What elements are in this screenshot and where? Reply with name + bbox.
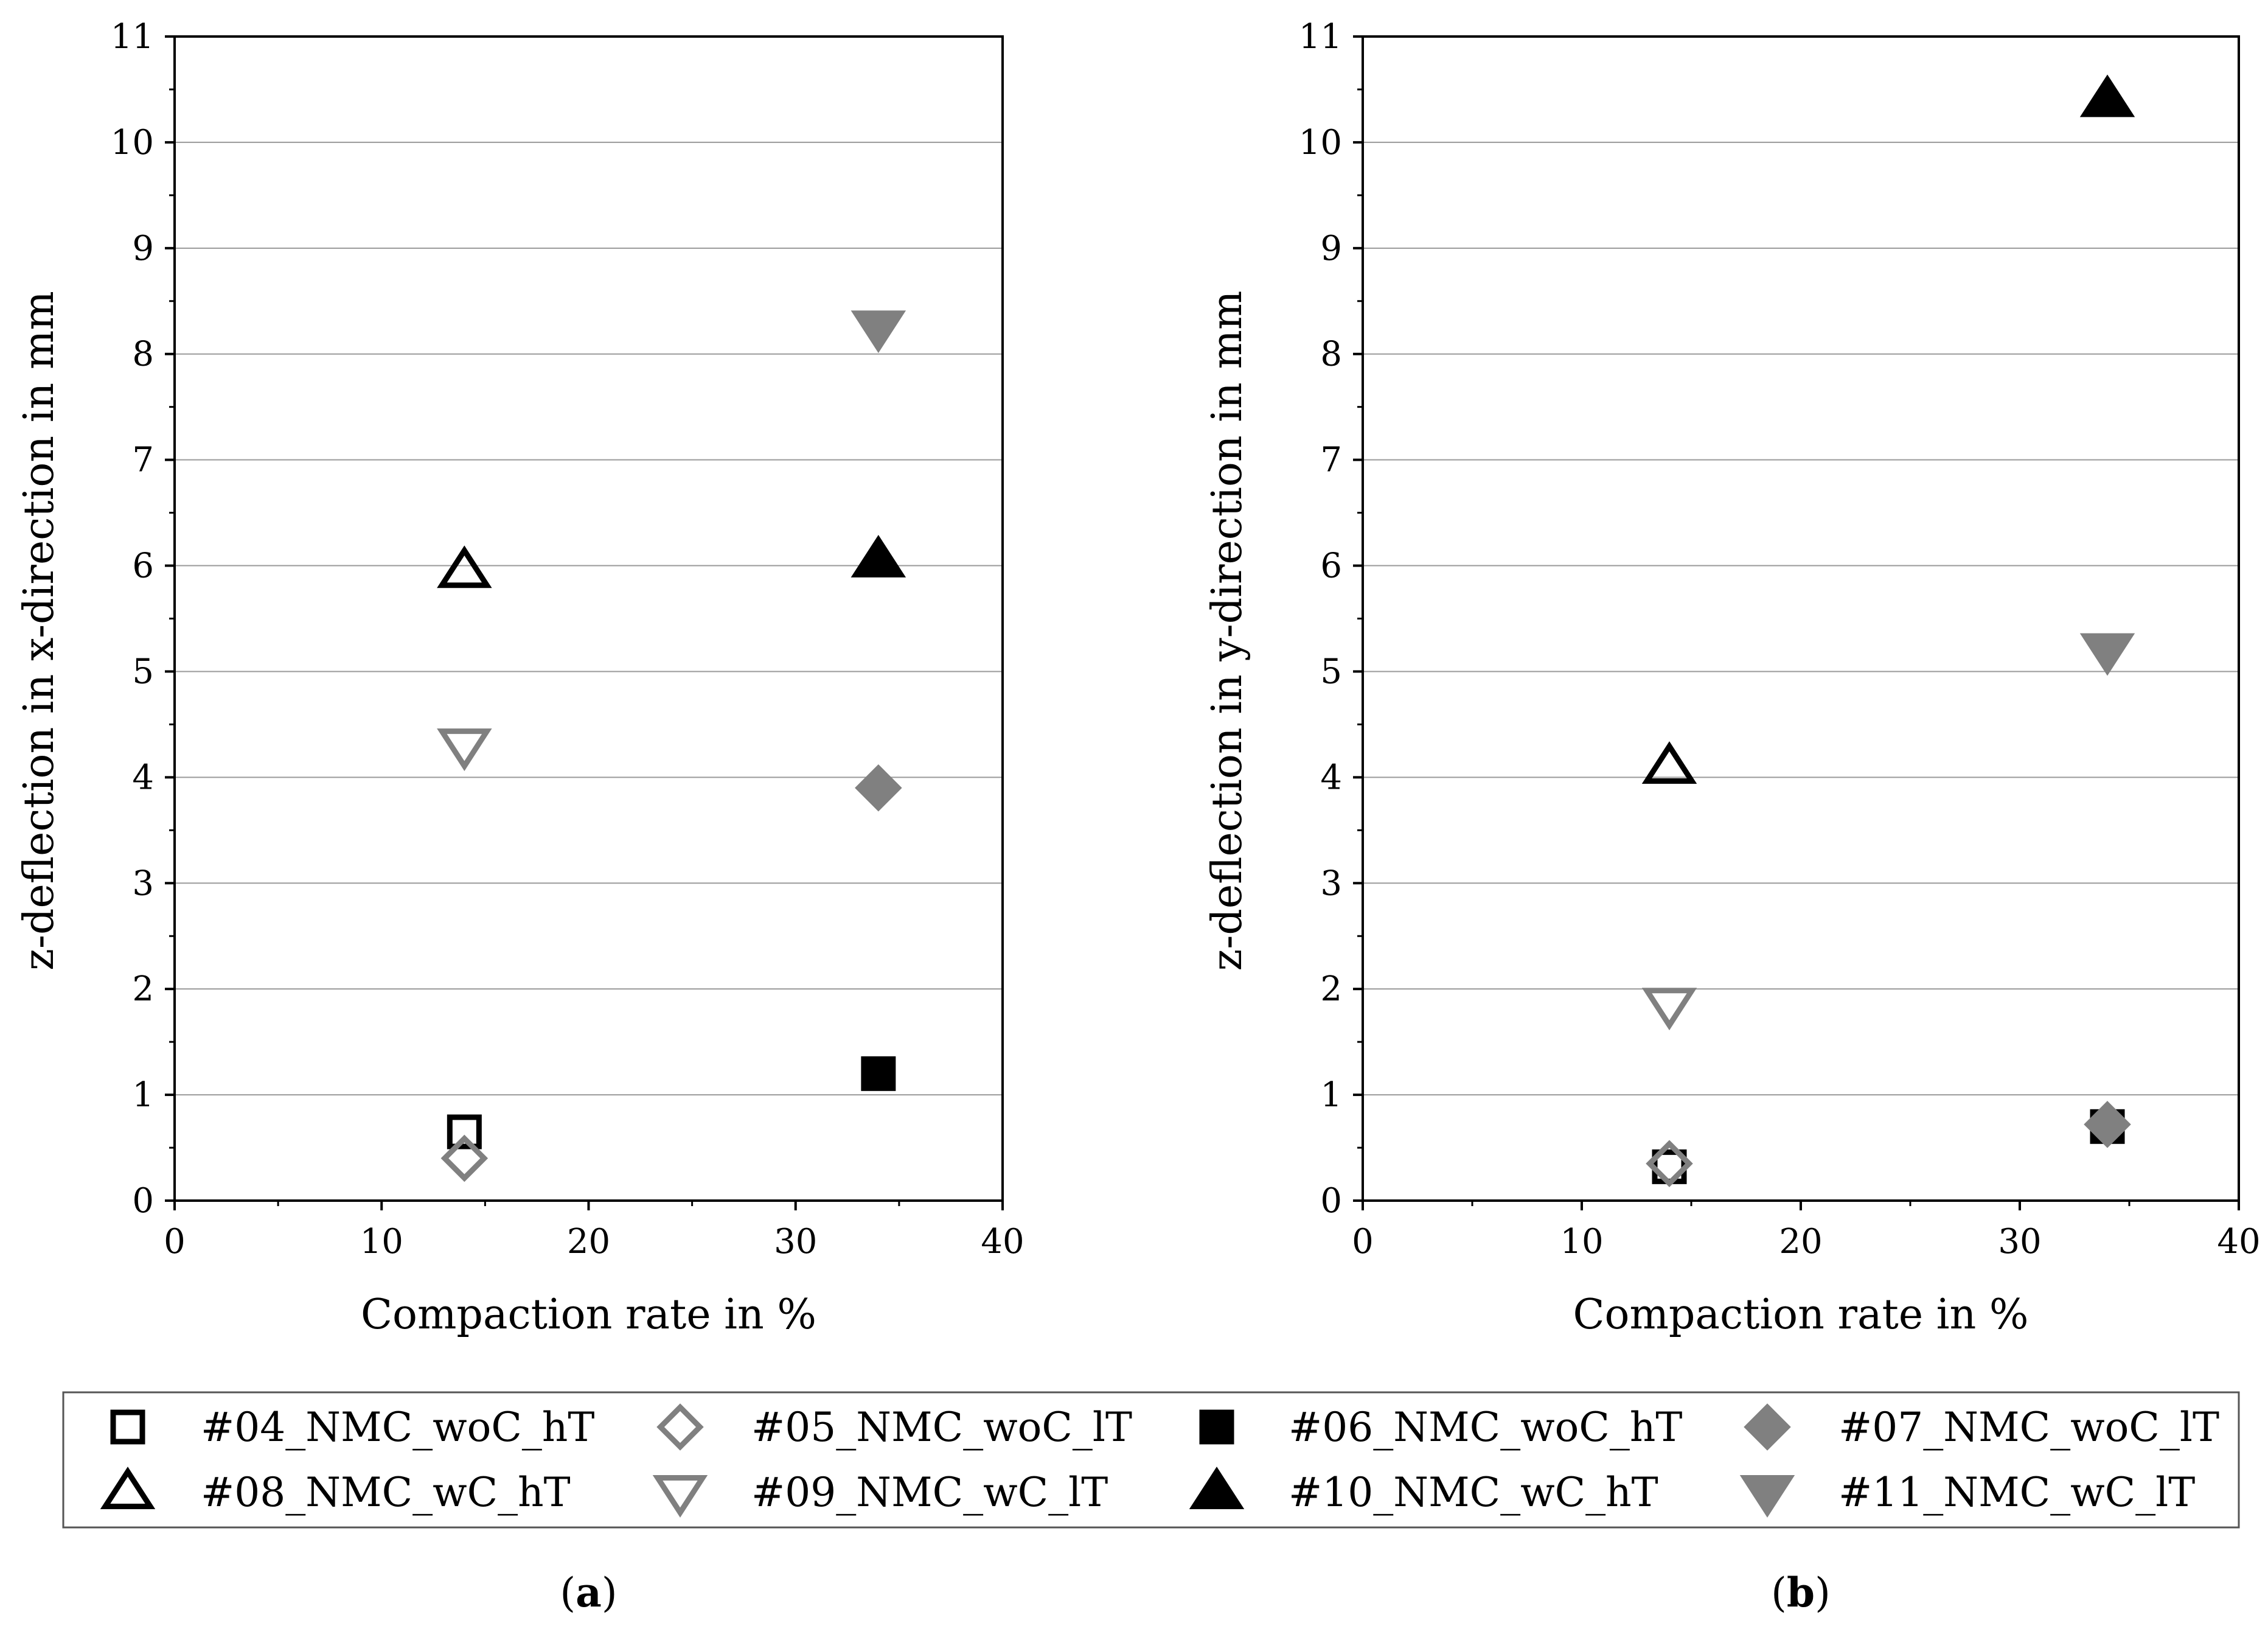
legend-label: #10_NMC_wC_hT — [1289, 1469, 1658, 1516]
legend-item: #04_NMC_woC_hT — [110, 1404, 594, 1451]
legend-marker — [1739, 1474, 1795, 1518]
y-tick-label: 1 — [1320, 1075, 1342, 1115]
legend-item: #08_NMC_wC_hT — [100, 1467, 571, 1516]
x-tick-label: 10 — [1560, 1222, 1603, 1261]
y-tick-label: 0 — [132, 1181, 154, 1221]
y-tick-label: 2 — [1320, 969, 1342, 1009]
x-tick-label: 0 — [164, 1222, 186, 1261]
x-tick-label: 20 — [567, 1222, 610, 1261]
y-tick-label: 11 — [111, 17, 154, 57]
data-point — [1641, 988, 1697, 1031]
legend: #04_NMC_woC_hT #05_NMC_woC_lT #06_NMC_woC_… — [62, 1391, 2240, 1529]
y-tick-label: 2 — [132, 969, 154, 1009]
legend-label: #11_NMC_wC_lT — [1838, 1469, 2195, 1516]
y-tick-label: 6 — [132, 546, 154, 586]
legend-marker — [1199, 1409, 1234, 1445]
y-tick-label: 11 — [1299, 17, 1342, 57]
legend-label: #05_NMC_woC_lT — [751, 1404, 1132, 1451]
legend-marker — [110, 1409, 145, 1445]
y-tick-label: 4 — [1320, 758, 1342, 797]
legend-marker — [656, 1403, 704, 1451]
x-axis-title: Compaction rate in % — [1573, 1291, 2028, 1339]
x-tick-label: 30 — [1998, 1222, 2041, 1261]
plot-frame — [173, 35, 1004, 1202]
legend-label: #04_NMC_woC_hT — [201, 1404, 594, 1451]
data-point — [855, 764, 902, 812]
data-point — [861, 1056, 896, 1091]
data-point — [2084, 1101, 2131, 1148]
y-tick-label: 9 — [132, 229, 154, 268]
y-tick-label: 10 — [1299, 123, 1342, 162]
legend-label: #09_NMC_wC_lT — [751, 1469, 1108, 1516]
x-axis-title: Compaction rate in % — [361, 1291, 816, 1339]
legend-item: #05_NMC_woC_lT — [656, 1403, 1132, 1451]
data-point — [2079, 633, 2135, 676]
data-point — [1641, 741, 1697, 784]
x-tick-label: 10 — [360, 1222, 403, 1261]
y-tick-label: 8 — [132, 335, 154, 374]
panel-label: (b) — [1771, 1569, 1831, 1616]
y-axis-title: z-deflection in x-direction in mm — [15, 291, 63, 971]
y-tick-label: 3 — [132, 864, 154, 903]
data-point — [850, 534, 906, 577]
x-tick-label: 0 — [1352, 1222, 1374, 1261]
panel-label: (a) — [560, 1569, 617, 1616]
legend-label: #08_NMC_wC_hT — [201, 1469, 571, 1516]
y-tick-label: 7 — [1320, 441, 1342, 480]
y-tick-label: 5 — [1320, 652, 1342, 691]
legend-item: #10_NMC_wC_hT — [1189, 1467, 1658, 1516]
x-tick-label: 30 — [774, 1222, 817, 1261]
y-tick-label: 4 — [132, 758, 154, 797]
legend-item: #11_NMC_wC_lT — [1739, 1469, 2195, 1518]
plot-frame — [1362, 35, 2240, 1202]
y-tick-label: 10 — [111, 123, 154, 162]
y-tick-label: 7 — [132, 441, 154, 480]
y-tick-label: 9 — [1320, 229, 1342, 268]
legend-label: #07_NMC_woC_lT — [1838, 1404, 2219, 1451]
legend-marker — [1744, 1403, 1791, 1451]
data-point — [850, 310, 906, 354]
data-point — [447, 1114, 482, 1150]
y-axis-title: z-deflection in y-direction in mm — [1203, 291, 1251, 971]
data-point — [2079, 74, 2135, 117]
data-point — [1646, 1140, 1693, 1187]
legend-item: #09_NMC_wC_lT — [652, 1469, 1108, 1518]
y-tick-label: 6 — [1320, 546, 1342, 586]
legend-label: #06_NMC_woC_hT — [1289, 1404, 1682, 1451]
legend-marker — [1189, 1467, 1245, 1510]
legend-item: #06_NMC_woC_hT — [1199, 1404, 1682, 1451]
y-tick-label: 3 — [1320, 864, 1342, 903]
data-point — [437, 728, 492, 772]
legend-box — [62, 1391, 2240, 1529]
y-tick-label: 0 — [1320, 1181, 1342, 1221]
data-point — [437, 545, 492, 588]
data-point — [440, 1134, 489, 1182]
panel-b: 0 1 2 3 4 5 6 7 8 9 10 11 0 10 20 30 40 Compaction rate i… — [1203, 17, 2261, 1616]
panel-a: 0 1 2 3 4 5 6 7 8 9 10 11 0 10 20 30 40 Compaction rate i… — [15, 17, 1024, 1616]
legend-marker — [100, 1467, 156, 1510]
x-tick-label: 40 — [981, 1222, 1024, 1261]
x-tick-label: 20 — [1779, 1222, 1822, 1261]
y-tick-label: 8 — [1320, 335, 1342, 374]
y-tick-label: 5 — [132, 652, 154, 691]
legend-item: #07_NMC_woC_lT — [1744, 1403, 2219, 1451]
x-tick-label: 40 — [2217, 1222, 2260, 1261]
legend-marker — [652, 1474, 708, 1518]
y-tick-label: 1 — [132, 1075, 154, 1115]
